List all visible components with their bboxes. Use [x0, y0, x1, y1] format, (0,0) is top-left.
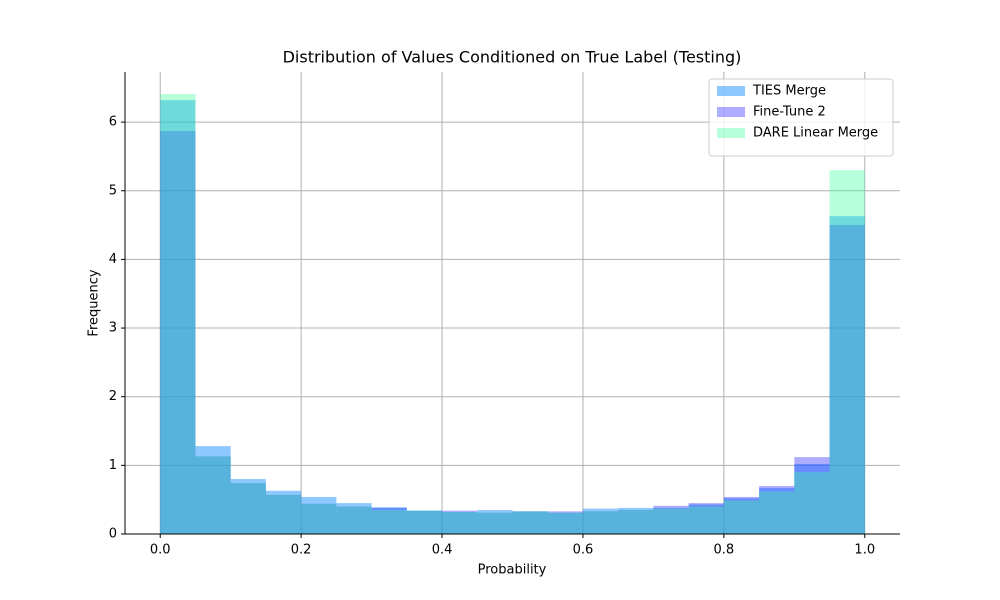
legend-box [708, 78, 894, 157]
bar [230, 479, 266, 534]
y-tick-label: 2 [109, 389, 117, 404]
y-tick-label: 3 [109, 321, 117, 336]
x-tick-label: 0.0 [150, 543, 171, 558]
bar [477, 509, 513, 534]
legend-label: DARE Linear Merge [753, 126, 878, 141]
bar [688, 504, 724, 534]
bar [160, 93, 196, 534]
y-tick-label: 5 [109, 183, 117, 198]
bar [794, 463, 830, 534]
bar [230, 483, 266, 534]
y-tick-label: 0 [109, 527, 117, 542]
bar [160, 131, 196, 534]
bar [265, 494, 302, 534]
bar [653, 507, 689, 534]
bar [829, 225, 865, 534]
bar [723, 500, 760, 534]
bar [336, 503, 372, 534]
bar [160, 100, 196, 534]
y-tick-label: 4 [109, 252, 117, 267]
bar [723, 496, 760, 534]
bar [477, 512, 513, 534]
bar [406, 510, 443, 534]
x-tick-label: 0.6 [573, 543, 594, 558]
legend-swatch [717, 107, 745, 117]
bar [195, 456, 231, 534]
bar [371, 507, 407, 534]
bar [442, 512, 478, 534]
bar [759, 491, 795, 534]
bar [794, 457, 830, 534]
bar [371, 507, 407, 534]
y-axis-label: Frequency [87, 269, 102, 336]
bar [723, 498, 760, 534]
bar [547, 512, 583, 534]
bar [265, 490, 302, 534]
bar [688, 503, 724, 534]
legend-label: TIES Merge [752, 84, 826, 99]
bar [653, 508, 689, 534]
bar [301, 503, 337, 534]
x-tick-label: 0.8 [714, 543, 735, 558]
bar [512, 511, 548, 534]
bar [195, 446, 231, 534]
x-tick-label: 0.2 [291, 543, 312, 558]
y-tick-label: 1 [109, 458, 117, 473]
bar [547, 511, 583, 534]
bar [512, 511, 548, 534]
x-tick-label: 0.4 [432, 543, 453, 558]
bar [301, 496, 337, 534]
bar [336, 506, 372, 534]
bar [759, 485, 795, 534]
bar [794, 472, 830, 534]
bar [688, 506, 724, 534]
x-axis-label: Probability [478, 563, 547, 578]
bar [582, 508, 619, 534]
bar [512, 511, 548, 534]
legend-swatch [717, 86, 745, 96]
y-tick-label: 6 [109, 115, 117, 130]
bar [618, 509, 654, 534]
bar [195, 456, 231, 534]
legend-label: Fine-Tune 2 [753, 105, 826, 120]
legend-swatch [717, 128, 745, 138]
chart-title: Distribution of Values Conditioned on Tr… [283, 48, 742, 67]
bar [653, 505, 689, 534]
bar [442, 512, 478, 534]
bar [371, 509, 407, 534]
bar [230, 483, 266, 534]
bar [336, 506, 372, 534]
bar [406, 510, 443, 534]
bar [442, 510, 478, 534]
bar [477, 512, 513, 534]
bar [582, 511, 619, 534]
bar [618, 507, 654, 534]
bar [406, 510, 443, 534]
bar [829, 216, 865, 535]
x-tick-label: 1.0 [854, 543, 875, 558]
bar [301, 503, 337, 534]
bar [582, 511, 619, 534]
bar [265, 494, 302, 534]
bar [829, 170, 865, 534]
bar [547, 512, 583, 534]
bar [618, 509, 654, 534]
bar [759, 488, 795, 534]
